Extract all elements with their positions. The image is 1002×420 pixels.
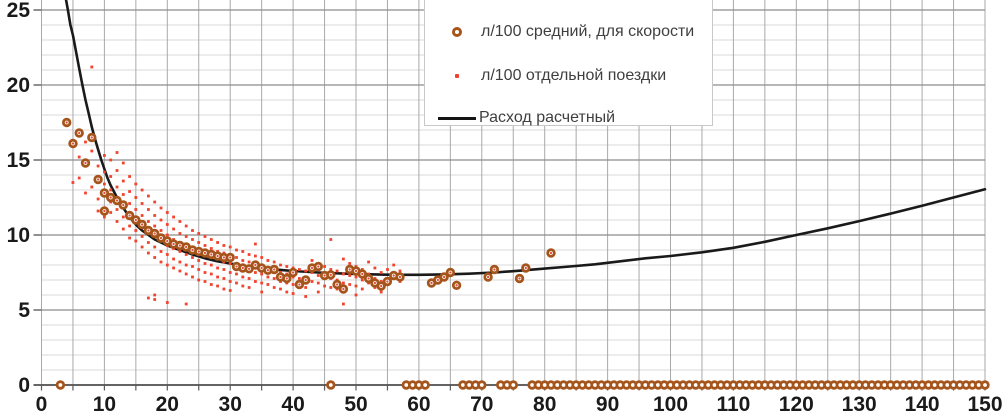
svg-text:0: 0 [18, 374, 30, 397]
grid-vertical [41, 0, 986, 385]
svg-text:90: 90 [596, 393, 619, 416]
chart-legend: л/100 средний, для скорости л/100 отдель… [424, 0, 713, 126]
legend-label-trip: л/100 отдельной поездки [481, 67, 667, 84]
svg-text:110: 110 [716, 393, 750, 416]
svg-text:70: 70 [470, 393, 493, 416]
line-marker-icon [438, 116, 476, 120]
svg-text:100: 100 [653, 393, 688, 416]
svg-text:0: 0 [36, 393, 48, 416]
average-circles [55, 117, 990, 390]
legend-item-trip: л/100 отдельной поездки [425, 64, 712, 88]
svg-text:20: 20 [156, 393, 179, 416]
svg-text:10: 10 [7, 224, 30, 247]
svg-text:10: 10 [93, 393, 116, 416]
svg-text:15: 15 [7, 149, 31, 172]
y-axis-labels: 0 5 10 15 20 25 [7, 0, 31, 397]
svg-text:120: 120 [779, 393, 814, 416]
svg-text:30: 30 [219, 393, 242, 416]
svg-text:5: 5 [18, 299, 30, 322]
legend-item-average: л/100 средний, для скорости [425, 20, 712, 44]
svg-text:60: 60 [407, 393, 430, 416]
svg-text:40: 40 [281, 393, 304, 416]
svg-text:130: 130 [842, 393, 877, 416]
svg-text:25: 25 [7, 0, 31, 22]
x-axis-labels: 0 10 20 30 40 50 60 70 80 90 100 110 120 130 140 150 [36, 393, 1002, 416]
trip-dots [71, 65, 402, 306]
svg-text:50: 50 [344, 393, 367, 416]
legend-label-average: л/100 средний, для скорости [481, 23, 695, 40]
svg-text:150: 150 [967, 393, 1002, 416]
legend-label-calculated: Расход расчетный [479, 109, 616, 126]
svg-text:140: 140 [905, 393, 940, 416]
ring-marker-icon [452, 27, 462, 37]
legend-item-calculated: Расход расчетный [425, 106, 712, 130]
dot-marker-icon [455, 74, 459, 78]
svg-text:20: 20 [7, 74, 30, 97]
svg-text:80: 80 [533, 393, 556, 416]
